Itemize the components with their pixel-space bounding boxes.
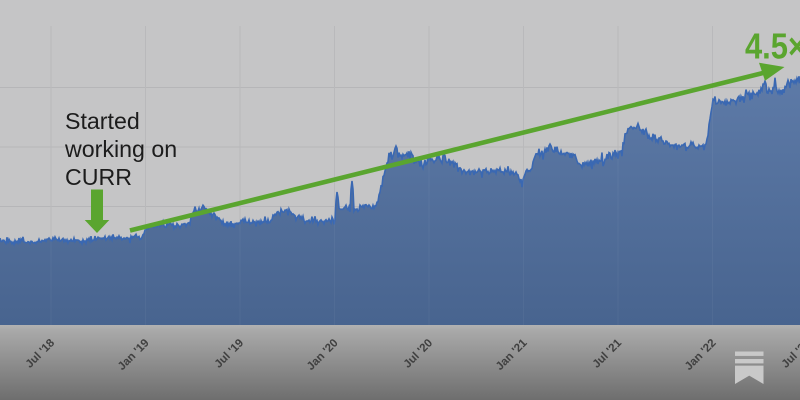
svg-text:4.5×: 4.5× [745, 26, 800, 67]
svg-text:Started: Started [65, 108, 140, 134]
svg-text:working on: working on [64, 136, 177, 162]
svg-text:CURR: CURR [65, 164, 132, 190]
